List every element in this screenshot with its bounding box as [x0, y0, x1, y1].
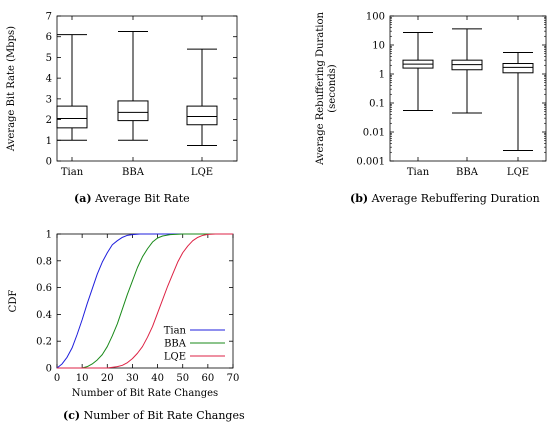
- y-tick-label-a: 1: [46, 136, 52, 147]
- plot-frame-c: [56, 233, 234, 369]
- x-tick-label-a: BBA: [122, 167, 145, 178]
- y-tick-label-a: 3: [46, 94, 52, 105]
- y-axis-label-a: Average Bit Rate (Mbps): [6, 26, 17, 152]
- box-a: [117, 100, 149, 122]
- chart-bit-rate-changes-cdf: 0 10 20 30 40 50 60 70 0 0.2 0.4 0.6 0.8 1 Tian BBA LQE N…: [8, 230, 239, 400]
- caption-a-label: (a): [74, 192, 92, 205]
- x-tick-label-c: 20: [101, 373, 114, 384]
- y-tick-label-b: 10: [372, 41, 385, 52]
- chart-average-bit-rate: 0 1 2 3 4 5 6 7 Tian BBA LQE Average Bit Rate (Mbps…: [6, 12, 238, 178]
- x-tick-label-c: 60: [201, 373, 214, 384]
- caption-c-label: (c): [63, 409, 81, 422]
- caption-b-text: Average Rebuffering Duration: [371, 192, 540, 205]
- y-tick-label-a: 0: [46, 157, 52, 168]
- caption-a: (a) Average Bit Rate: [74, 192, 190, 205]
- y-tick-label-b: 0.1: [369, 99, 385, 110]
- x-tick-label-a: LQE: [191, 167, 213, 178]
- chart-average-rebuffering-duration: 0.001 0.01 0.1 1 10 100 Tian BBA LQE Average Rebu…: [315, 12, 547, 178]
- y-tick-label-c: 1: [46, 230, 52, 241]
- y-tick-label-b: 1: [379, 70, 385, 81]
- box-a: [186, 105, 218, 126]
- x-tick-label-c: 0: [54, 373, 60, 384]
- caption-a-text: Average Bit Rate: [95, 192, 190, 205]
- x-tick-label-b: LQE: [507, 167, 529, 178]
- caption-c: (c) Number of Bit Rate Changes: [63, 409, 245, 422]
- y-axis-label-line2-b: (seconds): [327, 64, 338, 113]
- x-tick-label-c: 30: [126, 373, 139, 384]
- caption-b-label: (b): [350, 192, 369, 205]
- y-tick-label-c: 0.2: [36, 337, 52, 348]
- y-tick-label-b: 0.001: [356, 157, 385, 168]
- y-tick-label-c: 0: [46, 364, 52, 375]
- y-tick-label-a: 5: [46, 53, 52, 64]
- x-tick-label-c: 40: [151, 373, 164, 384]
- y-tick-label-c: 0.6: [36, 283, 52, 294]
- y-tick-label-a: 7: [46, 12, 52, 23]
- x-tick-label-c: 50: [176, 373, 189, 384]
- y-tick-label-c: 0.4: [36, 310, 52, 321]
- y-axis-label-b: Average Rebuffering Duration: [315, 12, 326, 166]
- plot-frame-a: [56, 15, 238, 162]
- box-a: [56, 105, 88, 129]
- y-tick-label-a: 6: [46, 32, 52, 43]
- caption-b: (b) Average Rebuffering Duration: [350, 192, 540, 205]
- series-line-lqe: [57, 233, 233, 369]
- series-line-bba: [57, 233, 233, 369]
- y-tick-label-c: 0.8: [36, 256, 52, 267]
- legend-label-lqe: LQE: [164, 352, 186, 363]
- box-b: [502, 63, 534, 74]
- y-tick-label-b: 100: [366, 12, 385, 23]
- y-tick-label-b: 0.01: [363, 128, 385, 139]
- x-tick-label-c: 10: [76, 373, 89, 384]
- x-axis-label-c: Number of Bit Rate Changes: [72, 388, 218, 399]
- y-tick-label-a: 4: [46, 74, 52, 85]
- x-tick-label-b: Tian: [407, 167, 430, 178]
- legend-label-tian: Tian: [164, 326, 187, 337]
- series-line-tian: [56, 233, 233, 369]
- caption-c-text: Number of Bit Rate Changes: [83, 409, 245, 422]
- plot-frame-b: [389, 15, 547, 162]
- legend-label-bba: BBA: [164, 339, 187, 350]
- y-axis-label-c: CDF: [8, 290, 19, 313]
- y-tick-label-a: 2: [46, 115, 52, 126]
- x-tick-label-b: BBA: [456, 167, 479, 178]
- x-tick-label-a: Tian: [61, 167, 84, 178]
- x-tick-label-c: 70: [227, 373, 240, 384]
